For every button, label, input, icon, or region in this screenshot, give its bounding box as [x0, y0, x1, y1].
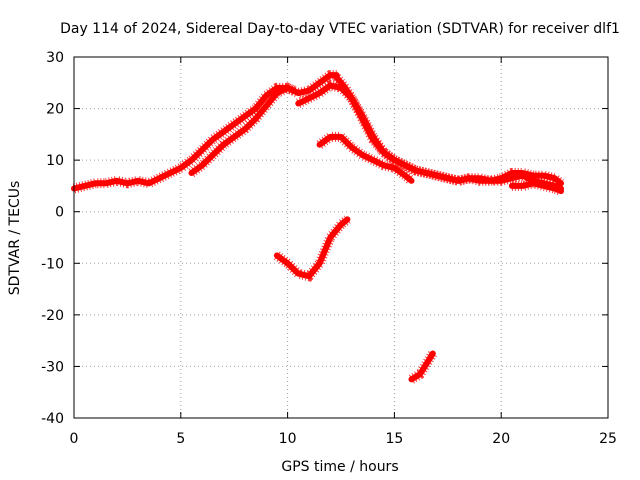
y-tick-label: -10: [41, 256, 64, 272]
series-marks-baseline-and-main-arc: [72, 70, 337, 194]
x-tick-label: 15: [385, 431, 403, 447]
y-tick-label: -30: [41, 359, 64, 375]
x-tick-label: 25: [599, 431, 617, 447]
series-marks-mid-arc: [316, 131, 415, 185]
x-tick-label: 10: [279, 431, 297, 447]
y-tick-label: 20: [46, 102, 64, 118]
series-marks-negative-dip: [273, 215, 351, 282]
x-tick-label: 0: [70, 431, 79, 447]
ticks: 0 5 10 15 20 25 -40 -30 -20 -10 0 10 20 30: [41, 50, 617, 447]
y-tick-label: -20: [41, 308, 64, 324]
plot-frame: [73, 56, 609, 419]
series-marks-secondary-band: [296, 80, 563, 194]
y-axis-label: SDTVAR / TECUs: [7, 181, 23, 296]
axes: [73, 56, 609, 419]
y-tick-label: 10: [46, 153, 64, 169]
grid: [74, 57, 608, 418]
chart-title: Day 114 of 2024, Sidereal Day-to-day VTE…: [60, 21, 620, 37]
series-line-negative-dip: [273, 216, 351, 280]
data-series: [71, 70, 565, 384]
series-marks-deep-negative: [408, 350, 438, 384]
series-marks-lower-band-rise: [188, 82, 296, 178]
y-tick-label: 0: [55, 205, 64, 221]
x-axis-label: GPS time / hours: [281, 459, 398, 475]
x-tick-label: 20: [492, 431, 510, 447]
series-marks-late-evening-arc: [511, 178, 563, 196]
y-tick-label: 30: [46, 50, 64, 66]
y-tick-label: -40: [41, 411, 64, 427]
x-tick-label: 5: [176, 431, 185, 447]
